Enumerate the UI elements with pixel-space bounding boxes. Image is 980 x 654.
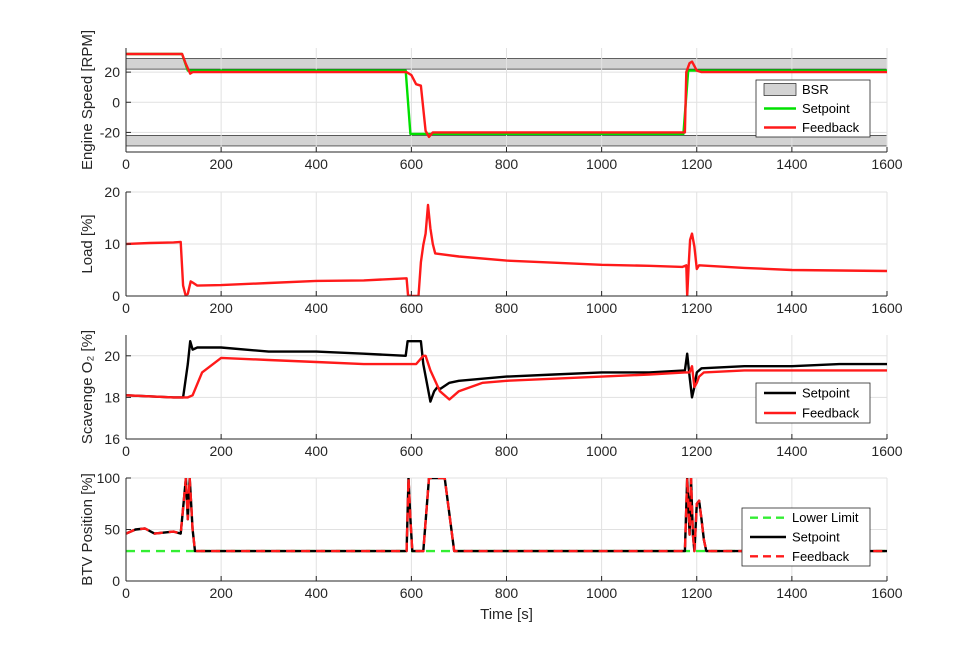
legend-swatch-bsr <box>763 83 797 96</box>
y-tick-label: 20 <box>104 64 120 80</box>
x-tick-label: 1400 <box>776 585 807 601</box>
y-tick-label: 18 <box>104 389 120 405</box>
legend-label: Feedback <box>792 549 850 564</box>
x-tick-label: 1600 <box>871 443 902 459</box>
legend: Setpoint Feedback <box>755 382 871 424</box>
x-tick-label: 1600 <box>871 156 902 172</box>
x-tick-label: 1200 <box>681 300 712 316</box>
legend-box <box>755 382 871 424</box>
x-tick-label: 200 <box>209 585 233 601</box>
x-tick-label: 1400 <box>776 156 807 172</box>
y-tick-label: 0 <box>112 573 120 589</box>
y-axis-label: Scavenge O₂ [%] <box>79 330 96 444</box>
x-tick-label: 1600 <box>871 585 902 601</box>
x-axis-label: Time [s] <box>480 606 533 623</box>
series-line-feedback <box>126 203 887 296</box>
legend-label: Setpoint <box>802 386 850 401</box>
x-tick-label: 1000 <box>586 585 617 601</box>
load-panel: 0 200 400 600 800 1000 1200 1400 1600 0 10 20 Load [… <box>79 184 903 316</box>
x-tick-label: 600 <box>400 585 424 601</box>
x-tick-label: 800 <box>495 156 519 172</box>
legend-label: Setpoint <box>792 530 840 545</box>
x-tick-label: 400 <box>305 443 329 459</box>
series-line-feedback <box>126 478 887 553</box>
x-tick-label: 800 <box>495 585 519 601</box>
y-tick-label: 20 <box>104 348 120 364</box>
x-tick-label: 200 <box>209 443 233 459</box>
legend-label: Feedback <box>802 120 860 135</box>
y-tick-label: 10 <box>104 236 120 252</box>
x-tick-label: 400 <box>305 156 329 172</box>
x-tick-label: 1200 <box>681 443 712 459</box>
x-tick-label: 1000 <box>586 443 617 459</box>
y-tick-label: 100 <box>97 470 121 486</box>
x-tick-label: 0 <box>122 443 130 459</box>
x-tick-label: 600 <box>400 156 424 172</box>
series-line-feedback <box>126 52 887 139</box>
x-tick-label: 1400 <box>776 443 807 459</box>
y-tick-label: 0 <box>112 94 120 110</box>
y-axis-label: Load [%] <box>79 214 96 273</box>
y-tick-label: 16 <box>104 431 120 447</box>
x-tick-label: 0 <box>122 156 130 172</box>
x-tick-label: 1600 <box>871 300 902 316</box>
engine-speed-panel: 0 200 400 600 800 1000 1200 1400 1600-20020Engin… <box>79 30 903 172</box>
y-axis-label: BTV Position [%] <box>79 473 96 586</box>
y-tick-label: 50 <box>104 522 120 538</box>
x-tick-label: 200 <box>209 156 233 172</box>
x-tick-label: 1200 <box>681 156 712 172</box>
x-tick-label: 800 <box>495 443 519 459</box>
x-tick-label: 0 <box>122 300 130 316</box>
series-line-feedback <box>126 354 887 401</box>
x-tick-label: 1000 <box>586 300 617 316</box>
x-tick-label: 400 <box>305 300 329 316</box>
y-tick-label: 0 <box>112 288 120 304</box>
x-tick-label: 0 <box>122 585 130 601</box>
x-tick-label: 1200 <box>681 585 712 601</box>
legend: BSR Setpoint Feedback <box>755 79 871 138</box>
scavenge-o2-panel: 0 200 400 600 800 1000 1200 1400 1600 16 18 20 Scave… <box>79 330 903 459</box>
legend-label: Feedback <box>802 406 860 421</box>
y-tick-label: -20 <box>100 124 120 140</box>
legend-label: Lower Limit <box>792 510 859 525</box>
legend-label: Setpoint <box>802 101 850 116</box>
x-tick-label: 400 <box>305 585 329 601</box>
y-axis-label: Engine Speed [RPM] <box>79 30 96 170</box>
x-tick-label: 600 <box>400 300 424 316</box>
legend: Lower Limit Setpoint Feedback <box>741 507 871 567</box>
x-tick-label: 200 <box>209 300 233 316</box>
legend-label: BSR <box>802 82 829 97</box>
x-tick-label: 1000 <box>586 156 617 172</box>
x-tick-label: 1400 <box>776 300 807 316</box>
x-tick-label: 600 <box>400 443 424 459</box>
x-tick-label: 800 <box>495 300 519 316</box>
y-tick-label: 20 <box>104 184 120 200</box>
